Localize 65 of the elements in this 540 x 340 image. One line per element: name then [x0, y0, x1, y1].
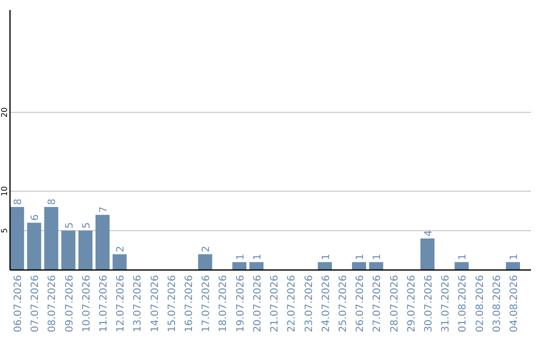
- x-tick-label: 18.07.2026: [218, 275, 230, 332]
- x-tick-label: 26.07.2026: [355, 275, 366, 332]
- data-label: 1: [320, 254, 332, 260]
- data-label: 1: [355, 254, 366, 260]
- data-label: 1: [252, 254, 264, 260]
- x-tick-label: 19.07.2026: [235, 275, 246, 332]
- y-tick-label: 10: [0, 186, 9, 196]
- x-tick-label: 29.07.2026: [406, 275, 418, 332]
- x-tick-label: 08.07.2026: [47, 275, 58, 332]
- x-tick-label: 20.07.2026: [252, 275, 264, 332]
- data-label: 5: [81, 222, 92, 229]
- x-tick-label: 11.07.2026: [98, 275, 110, 332]
- data-label: 2: [116, 246, 127, 252]
- data-label: 1: [372, 254, 384, 260]
- x-tick-label: 03.08.2026: [492, 275, 503, 332]
- bar: [420, 238, 434, 270]
- bar: [78, 230, 92, 270]
- data-label: 4: [423, 230, 434, 236]
- bar: [96, 214, 110, 270]
- x-tick-label: 09.07.2026: [64, 275, 76, 332]
- x-tick-label: 15.07.2026: [166, 275, 178, 332]
- x-tick-label: 13.07.2026: [132, 275, 144, 332]
- x-tick-label: 14.07.2026: [150, 275, 161, 332]
- data-label: 1: [508, 254, 520, 260]
- x-tick-label: 01.08.2026: [458, 275, 469, 332]
- x-tick-label: 21.07.2026: [270, 275, 281, 332]
- bar: [369, 262, 384, 270]
- data-label: 8: [47, 198, 58, 205]
- data-label: 7: [98, 206, 110, 213]
- x-tick-label: 02.08.2026: [474, 275, 486, 332]
- bar: [44, 206, 58, 270]
- bar: [249, 262, 264, 270]
- x-tick-label: 17.07.2026: [201, 275, 212, 332]
- x-tick-label: 12.07.2026: [116, 275, 127, 332]
- x-tick-label: 25.07.2026: [338, 275, 349, 332]
- bar: [198, 254, 212, 270]
- bar: [232, 262, 246, 270]
- x-tick-label: 04.08.2026: [508, 275, 520, 332]
- x-tick-label: 27.07.2026: [372, 275, 384, 332]
- bar: [27, 222, 42, 270]
- bar: [506, 262, 520, 270]
- x-tick-label: 28.07.2026: [389, 275, 400, 332]
- x-tick-label: 10.07.2026: [81, 275, 92, 332]
- data-label: 8: [13, 198, 24, 205]
- x-tick-label: 22.07.2026: [286, 275, 298, 332]
- bar: [352, 262, 366, 270]
- x-tick-label: 31.07.2026: [440, 275, 452, 332]
- y-tick-label: 5: [0, 228, 9, 234]
- x-tick-label: 24.07.2026: [320, 275, 332, 332]
- x-tick-label: 23.07.2026: [304, 275, 315, 332]
- bar: [318, 262, 332, 270]
- x-tick-label: 06.07.2026: [13, 275, 24, 332]
- bar: [10, 206, 24, 270]
- data-label: 2: [201, 246, 212, 252]
- bar: [61, 230, 76, 270]
- data-label: 5: [64, 222, 76, 229]
- x-tick-label: 16.07.2026: [184, 275, 196, 332]
- data-label: 1: [235, 254, 246, 260]
- bar: [454, 262, 469, 270]
- y-tick-label: 20: [0, 107, 9, 118]
- data-label: 6: [30, 214, 42, 221]
- x-tick-label: 30.07.2026: [423, 275, 434, 332]
- bar: [112, 254, 127, 270]
- data-label: 1: [458, 254, 469, 260]
- x-tick-label: 07.07.2026: [30, 275, 42, 332]
